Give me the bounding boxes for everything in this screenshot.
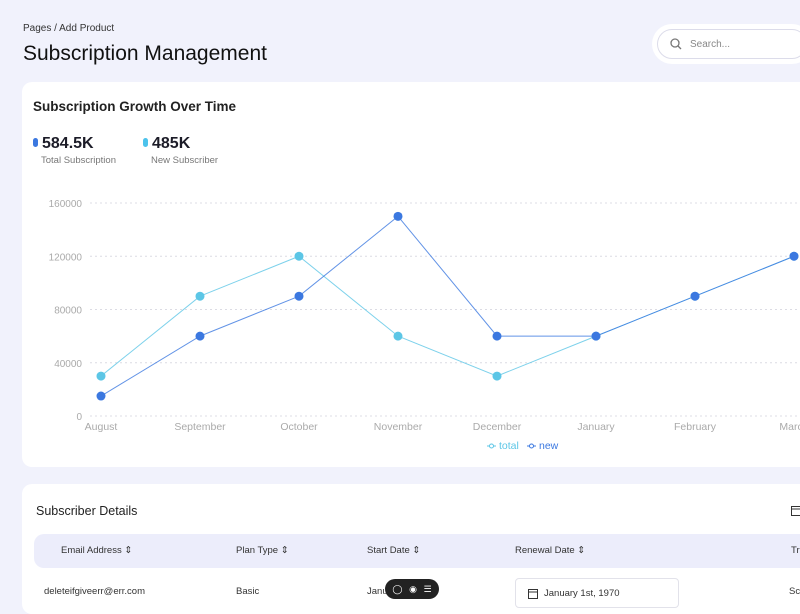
data-point-new xyxy=(394,212,403,221)
y-tick-label: 0 xyxy=(76,412,82,423)
cell-extra: Sc xyxy=(789,586,800,597)
comment-icon[interactable]: ◯ xyxy=(392,584,402,595)
data-point-new xyxy=(592,332,601,341)
data-point-new xyxy=(97,392,106,401)
col-extra[interactable]: Tr xyxy=(791,545,800,556)
x-tick-label: September xyxy=(174,421,226,433)
data-point-total xyxy=(295,252,304,261)
data-point-total xyxy=(394,332,403,341)
series-line-new xyxy=(101,216,794,396)
renewal-date: January 1st, 1970 xyxy=(544,588,620,599)
col-plan[interactable]: Plan Type ⇕ xyxy=(236,545,289,556)
calendar-icon[interactable] xyxy=(791,505,800,516)
x-tick-label: October xyxy=(280,421,318,433)
col-start[interactable]: Start Date ⇕ xyxy=(367,545,420,556)
eye-icon[interactable]: ◉ xyxy=(409,584,417,595)
data-point-total xyxy=(196,292,205,301)
y-tick-label: 40000 xyxy=(54,359,82,370)
y-tick-label: 120000 xyxy=(49,252,83,263)
legend-marker-dot xyxy=(490,444,494,448)
series-line-total xyxy=(101,256,794,376)
menu-icon[interactable]: ☰ xyxy=(424,584,432,595)
data-point-new xyxy=(295,292,304,301)
data-point-total xyxy=(97,372,106,381)
data-point-new xyxy=(691,292,700,301)
x-tick-label: August xyxy=(85,421,118,433)
floating-toolbar: ◯ ◉ ☰ xyxy=(385,579,439,599)
y-tick-label: 160000 xyxy=(49,199,83,210)
x-tick-label: November xyxy=(374,421,423,433)
data-point-new xyxy=(790,252,799,261)
data-point-new xyxy=(196,332,205,341)
x-tick-label: March xyxy=(779,421,800,433)
table-header: Email Address ⇕ Plan Type ⇕ Start Date ⇕… xyxy=(34,534,800,568)
x-tick-label: December xyxy=(473,421,522,433)
cell-email: deleteifgiveerr@err.com xyxy=(44,586,145,597)
col-renewal[interactable]: Renewal Date ⇕ xyxy=(515,545,585,556)
legend-label-new: new xyxy=(539,440,559,452)
data-point-new xyxy=(493,332,502,341)
data-point-total xyxy=(493,372,502,381)
cell-plan: Basic xyxy=(236,586,259,597)
y-tick-label: 80000 xyxy=(54,306,82,317)
x-tick-label: February xyxy=(674,421,717,433)
col-email[interactable]: Email Address ⇕ xyxy=(61,545,132,556)
legend-label-total: total xyxy=(499,440,519,452)
renewal-date-picker[interactable]: January 1st, 1970 xyxy=(515,578,679,608)
growth-chart: 0 40000 80000 120000 160000 August September Oc… xyxy=(0,0,800,470)
x-tick-label: January xyxy=(577,421,615,433)
details-title: Subscriber Details xyxy=(36,504,137,518)
legend-marker-dot xyxy=(530,444,534,448)
calendar-icon xyxy=(528,588,538,599)
